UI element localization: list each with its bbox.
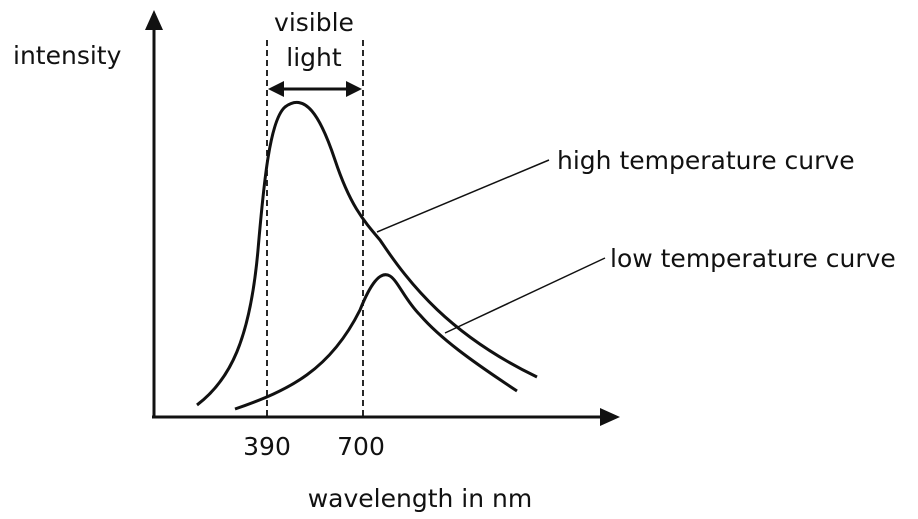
low-temperature-curve-label: low temperature curve [610,244,896,273]
high-temperature-curve [196,100,538,407]
low-temperature-curve [234,273,518,411]
x-tick-label-390: 390 [243,432,291,461]
visible-band-arrowhead-left [268,81,284,97]
visible-band-arrowhead-right [346,81,362,97]
high-temperature-curve-label: high temperature curve [557,146,855,175]
x-axis-arrowhead [600,408,620,426]
x-tick-label-700: 700 [337,432,385,461]
x-axis-label: wavelength in nm [308,484,533,513]
y-axis-arrowhead [145,10,163,30]
y-axis-label: intensity [13,41,122,70]
low-curve-leader-line [444,257,606,334]
high-curve-leader-line [376,159,550,233]
visible-light-label-line2: light [286,43,342,72]
visible-light-label-line1: visible [274,8,354,37]
